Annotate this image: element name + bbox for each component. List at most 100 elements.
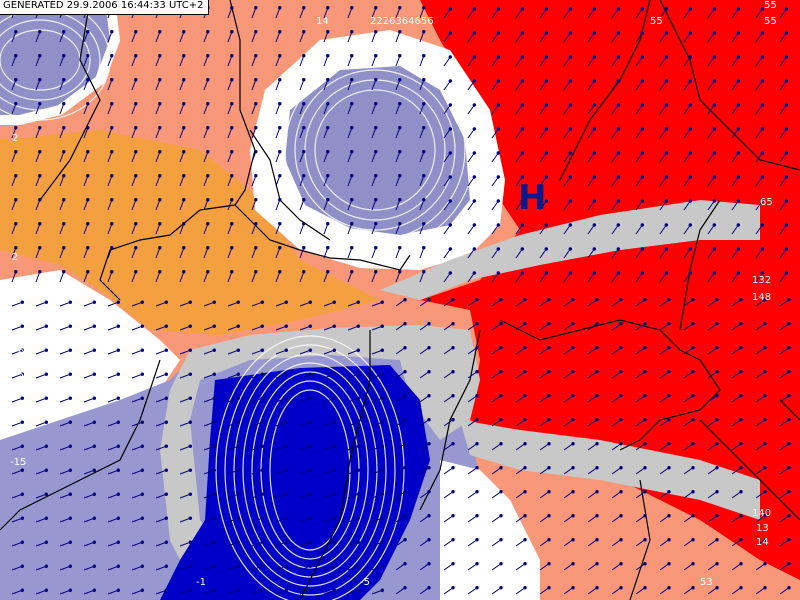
wind-arrow — [539, 176, 547, 187]
wind-arrow-head — [787, 562, 791, 566]
wind-arrow-head — [595, 538, 599, 542]
wind-arrow-head — [158, 222, 162, 226]
wind-arrow — [59, 469, 71, 475]
wind-arrow — [755, 200, 763, 211]
isoline — [294, 69, 456, 231]
wind-arrow — [275, 7, 281, 19]
wind-arrow — [491, 200, 499, 211]
wind-arrow — [131, 79, 137, 91]
wind-arrow-head — [236, 348, 241, 352]
wind-arrow — [203, 271, 209, 283]
wind-arrow-head — [592, 175, 596, 179]
wind-arrow — [539, 128, 547, 139]
wind-arrow — [515, 491, 526, 499]
wind-arrow — [371, 517, 383, 523]
wind-arrow-head — [188, 444, 193, 448]
wind-arrow-head — [595, 322, 599, 326]
wind-arrow — [659, 152, 667, 163]
wind-arrow — [419, 247, 425, 259]
wind-arrow-head — [496, 223, 500, 227]
wind-arrow-head — [643, 514, 647, 518]
wind-arrow-head — [736, 79, 740, 83]
wind-arrow-head — [14, 270, 18, 274]
wind-arrow-head — [427, 466, 431, 470]
wind-arrow — [179, 79, 185, 91]
wind-arrow — [275, 493, 287, 499]
wind-arrow — [59, 55, 65, 67]
wind-arrow-head — [422, 54, 426, 58]
wind-arrow — [83, 517, 95, 523]
wind-arrow-head — [544, 271, 548, 275]
wind-arrow — [251, 493, 263, 499]
wind-arrow — [443, 467, 454, 475]
wind-arrow-head — [182, 126, 186, 130]
wind-arrow — [83, 349, 95, 355]
wind-arrow — [731, 272, 739, 283]
wind-arrow — [491, 323, 502, 331]
wind-arrow — [371, 247, 377, 259]
wind-arrow-head — [688, 79, 692, 83]
wind-arrow — [11, 517, 23, 523]
wind-arrow — [299, 151, 305, 163]
wind-arrow — [107, 493, 119, 499]
wind-arrow-head — [787, 514, 791, 518]
wind-arrow-head — [568, 151, 572, 155]
wind-arrow — [155, 469, 167, 475]
wind-arrow — [539, 395, 550, 403]
wind-arrow — [683, 443, 694, 451]
wind-arrow-head — [284, 324, 288, 328]
wind-arrow-head — [182, 102, 186, 106]
wind-arrow-head — [547, 370, 551, 374]
wind-arrow — [587, 443, 598, 451]
wind-arrow — [419, 539, 430, 547]
wind-arrow — [299, 271, 305, 283]
wind-arrow — [11, 325, 23, 331]
wind-arrow — [755, 443, 766, 451]
wind-arrow — [179, 469, 191, 475]
wind-arrow-head — [736, 151, 740, 155]
border-line — [229, 0, 411, 271]
wind-arrow — [539, 467, 550, 475]
wind-arrow — [467, 299, 478, 307]
wind-arrow — [539, 80, 547, 91]
wind-arrow-head — [260, 540, 264, 544]
wind-arrow-head — [739, 346, 743, 350]
border-line — [659, 0, 800, 171]
wind-arrow — [203, 199, 209, 211]
wind-arrow-head — [374, 246, 378, 250]
wind-arrow — [11, 79, 17, 91]
wind-arrow-head — [14, 54, 18, 58]
wind-arrow-head — [571, 346, 575, 350]
wind-arrow — [443, 563, 454, 571]
wind-arrow — [323, 55, 329, 67]
wind-arrow — [563, 443, 574, 451]
wind-arrow-head — [472, 127, 476, 131]
wind-arrow — [491, 443, 502, 451]
wind-arrow — [275, 469, 287, 475]
wind-arrow — [419, 103, 425, 115]
wind-arrow — [251, 373, 263, 379]
wind-arrow-head — [14, 102, 18, 106]
wind-arrow — [443, 104, 451, 115]
wind-arrow — [587, 323, 598, 331]
wind-arrow — [659, 347, 670, 355]
wind-arrow-head — [448, 79, 452, 83]
contour-label: 148 — [752, 292, 771, 303]
wind-arrow-head — [520, 55, 524, 59]
wind-arrow — [491, 395, 502, 403]
wind-arrow-head — [134, 78, 138, 82]
wind-arrow-head — [688, 7, 692, 11]
wind-arrow — [563, 323, 574, 331]
wind-arrow — [587, 491, 598, 499]
wind-arrow-head — [760, 199, 764, 203]
wind-arrow-head — [499, 490, 503, 494]
wind-arrow-head — [472, 223, 476, 227]
wind-arrow-head — [302, 198, 306, 202]
wind-arrow-head — [571, 370, 575, 374]
wind-arrow — [251, 301, 263, 307]
wind-arrow-head — [736, 175, 740, 179]
wind-arrow — [491, 176, 499, 187]
wind-arrow — [323, 7, 329, 19]
wind-arrow — [755, 467, 766, 475]
wind-arrow — [563, 272, 571, 283]
